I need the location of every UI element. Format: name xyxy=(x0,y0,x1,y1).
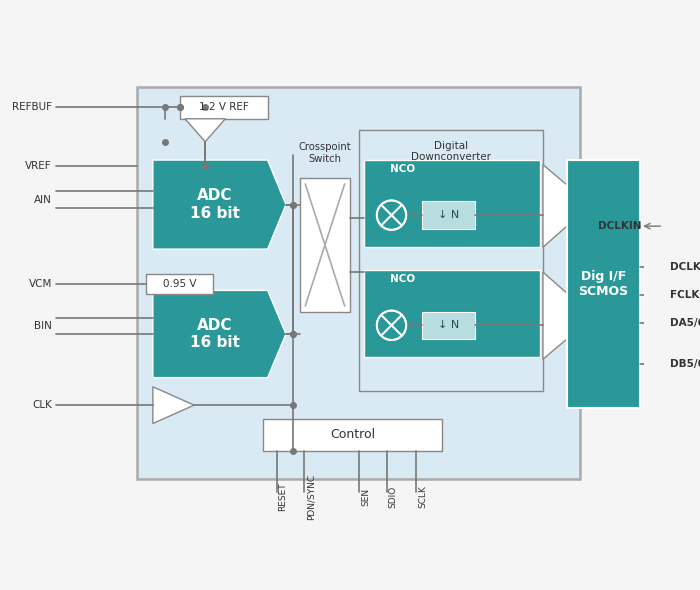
Circle shape xyxy=(377,201,406,230)
Text: SDIO: SDIO xyxy=(389,486,398,508)
Polygon shape xyxy=(153,290,286,378)
Polygon shape xyxy=(153,387,194,424)
Text: 1.2 V REF: 1.2 V REF xyxy=(199,102,249,112)
Polygon shape xyxy=(543,165,567,247)
Bar xyxy=(422,201,475,229)
Text: NCO: NCO xyxy=(390,164,415,174)
Text: Dig I/F
SCMOS: Dig I/F SCMOS xyxy=(578,270,629,298)
Polygon shape xyxy=(543,272,567,359)
Bar xyxy=(181,96,267,119)
Text: ADC
16 bit: ADC 16 bit xyxy=(190,188,239,221)
Text: RESET: RESET xyxy=(279,483,288,512)
Text: SEN: SEN xyxy=(361,488,370,506)
Circle shape xyxy=(377,310,406,340)
Bar xyxy=(146,274,214,294)
Bar xyxy=(364,160,540,247)
Text: DCLK: DCLK xyxy=(670,263,700,273)
Bar xyxy=(364,270,540,358)
Text: ADC
16 bit: ADC 16 bit xyxy=(190,318,239,350)
Text: DA5/6: DA5/6 xyxy=(670,317,700,327)
Text: NCO: NCO xyxy=(390,274,415,284)
Text: Crosspoint
Switch: Crosspoint Switch xyxy=(299,142,351,164)
Text: ↓ N: ↓ N xyxy=(438,320,459,330)
Bar xyxy=(263,419,442,451)
Text: BIN: BIN xyxy=(34,321,52,331)
Bar xyxy=(422,312,475,339)
Bar xyxy=(359,130,543,391)
Text: DCLKIN: DCLKIN xyxy=(598,221,641,231)
Text: VREF: VREF xyxy=(25,162,52,172)
Bar xyxy=(300,178,350,312)
Bar xyxy=(567,160,640,408)
Text: ↓ N: ↓ N xyxy=(438,210,459,220)
Text: 0.95 V: 0.95 V xyxy=(163,279,197,289)
Text: PDN/SYNC: PDN/SYNC xyxy=(306,474,315,520)
Text: AIN: AIN xyxy=(34,195,52,205)
Text: FCLK: FCLK xyxy=(670,290,699,300)
Text: Digital
Downconverter: Digital Downconverter xyxy=(411,141,491,162)
Text: REFBUF: REFBUF xyxy=(12,102,52,112)
Polygon shape xyxy=(185,119,225,142)
Polygon shape xyxy=(153,160,286,249)
Text: DB5/6: DB5/6 xyxy=(670,359,700,369)
Text: SCLK: SCLK xyxy=(418,486,427,509)
Text: CLK: CLK xyxy=(32,400,52,410)
Bar xyxy=(137,87,580,480)
Text: VCM: VCM xyxy=(29,279,52,289)
Text: Control: Control xyxy=(330,428,375,441)
